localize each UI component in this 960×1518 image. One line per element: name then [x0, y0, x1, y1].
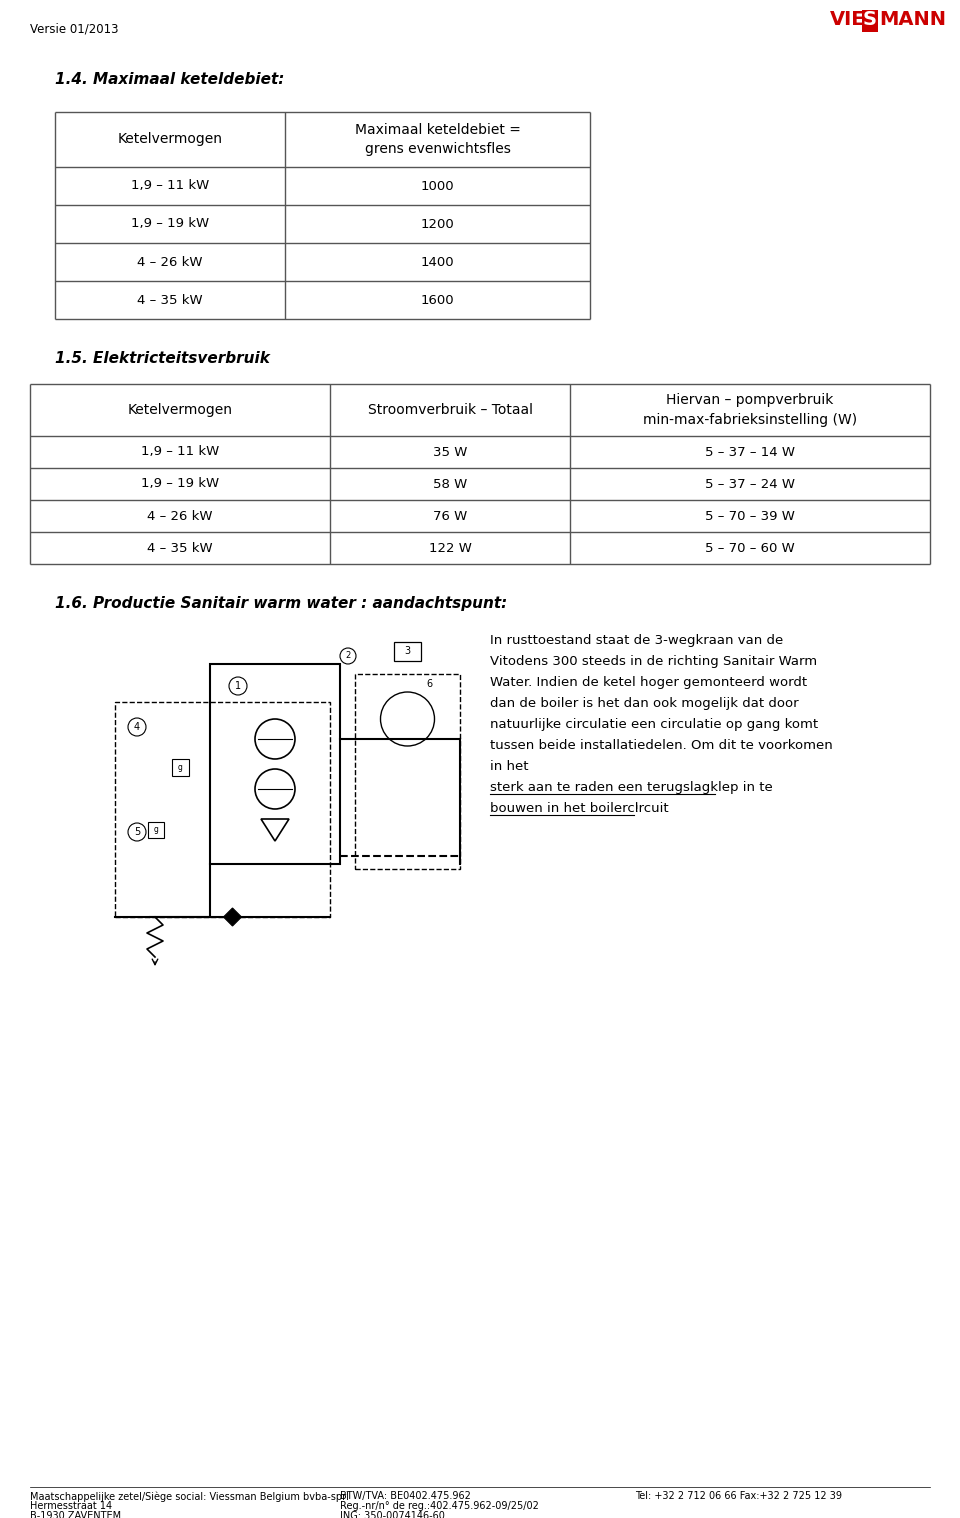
Text: 5 – 37 – 24 W: 5 – 37 – 24 W [705, 478, 795, 490]
Text: MANN: MANN [879, 11, 946, 29]
Text: Water. Indien de ketel hoger gemonteerd wordt: Water. Indien de ketel hoger gemonteerd … [490, 676, 807, 689]
Text: Hermesstraat 14: Hermesstraat 14 [30, 1501, 112, 1510]
Text: 5 – 70 – 60 W: 5 – 70 – 60 W [706, 542, 795, 554]
Text: 5 – 70 – 39 W: 5 – 70 – 39 W [705, 510, 795, 522]
Text: Ketelvermogen: Ketelvermogen [117, 132, 223, 147]
Text: 6: 6 [426, 679, 433, 689]
Text: 35 W: 35 W [433, 445, 468, 458]
Text: bouwen in het boilercircuit: bouwen in het boilercircuit [490, 802, 668, 815]
Text: 4 – 26 kW: 4 – 26 kW [147, 510, 213, 522]
Text: 1400: 1400 [420, 255, 454, 269]
Text: sterk aan te raden een terugslagklep in te: sterk aan te raden een terugslagklep in … [490, 780, 773, 794]
Text: 3: 3 [404, 647, 410, 656]
Text: dan de boiler is het dan ook mogelijk dat door: dan de boiler is het dan ook mogelijk da… [490, 697, 799, 710]
Text: 4 – 35 kW: 4 – 35 kW [137, 293, 203, 307]
Text: 1000: 1000 [420, 179, 454, 193]
Text: VIE: VIE [830, 11, 866, 29]
Text: 122 W: 122 W [428, 542, 471, 554]
Bar [862, 11, 878, 32]
Text: 58 W: 58 W [433, 478, 468, 490]
Text: In rusttoestand staat de 3-wegkraan van de: In rusttoestand staat de 3-wegkraan van … [490, 635, 783, 647]
Text: 5: 5 [133, 827, 140, 836]
Text: 4: 4 [134, 723, 140, 732]
Text: 1200: 1200 [420, 217, 454, 231]
Text: Maatschappelijke zetel/Siège social: Viessman Belgium bvba-sprl: Maatschappelijke zetel/Siège social: Vie… [30, 1491, 348, 1501]
Text: 1.4. Maximaal keteldebiet:: 1.4. Maximaal keteldebiet: [55, 71, 284, 87]
Polygon shape [224, 908, 242, 926]
Text: ING: 350-0074146-60: ING: 350-0074146-60 [340, 1510, 444, 1518]
Text: 1,9 – 19 kW: 1,9 – 19 kW [131, 217, 209, 231]
Text: 1: 1 [235, 682, 241, 691]
Text: 76 W: 76 W [433, 510, 468, 522]
Text: Maximaal keteldebiet =
grens evenwichtsfles: Maximaal keteldebiet = grens evenwichtsf… [354, 123, 520, 156]
Text: 4 – 26 kW: 4 – 26 kW [137, 255, 203, 269]
Text: 1,9 – 11 kW: 1,9 – 11 kW [141, 445, 219, 458]
Text: B-1930 ZAVENTEM: B-1930 ZAVENTEM [30, 1510, 121, 1518]
Text: 1600: 1600 [420, 293, 454, 307]
Text: g: g [154, 826, 158, 835]
Text: Vitodens 300 steeds in de richting Sanitair Warm: Vitodens 300 steeds in de richting Sanit… [490, 654, 817, 668]
Text: Tel: +32 2 712 06 66 Fax:+32 2 725 12 39: Tel: +32 2 712 06 66 Fax:+32 2 725 12 39 [635, 1491, 842, 1501]
Text: tussen beide installatiedelen. Om dit te voorkomen: tussen beide installatiedelen. Om dit te… [490, 739, 832, 751]
Text: Ketelvermogen: Ketelvermogen [128, 402, 232, 417]
Text: 1,9 – 19 kW: 1,9 – 19 kW [141, 478, 219, 490]
Text: 5 – 37 – 14 W: 5 – 37 – 14 W [705, 445, 795, 458]
Text: 2: 2 [346, 651, 350, 660]
Text: Stroomverbruik – Totaal: Stroomverbruik – Totaal [368, 402, 533, 417]
Text: natuurlijke circulatie een circulatie op gang komt: natuurlijke circulatie een circulatie op… [490, 718, 818, 732]
Bar [172, 759, 189, 776]
Text: 1.5. Elektricteitsverbruik: 1.5. Elektricteitsverbruik [55, 351, 270, 366]
Text: S: S [863, 11, 877, 29]
Text: 1.6. Productie Sanitair warm water : aandachtspunt:: 1.6. Productie Sanitair warm water : aan… [55, 597, 507, 612]
Bar [210, 663, 340, 864]
Bar [148, 823, 164, 838]
Bar [355, 674, 460, 868]
Text: !: ! [635, 802, 639, 815]
Text: 4 – 35 kW: 4 – 35 kW [147, 542, 213, 554]
Bar [394, 642, 420, 660]
Text: Reg.-nr/n° de reg.:402.475.962-09/25/02: Reg.-nr/n° de reg.:402.475.962-09/25/02 [340, 1501, 539, 1510]
Text: g: g [178, 764, 183, 773]
Text: BTW/TVA: BE0402.475.962: BTW/TVA: BE0402.475.962 [340, 1491, 470, 1501]
Text: in het: in het [490, 761, 533, 773]
Bar [115, 701, 330, 917]
Text: Hiervan – pompverbruik
min-max-fabrieksinstelling (W): Hiervan – pompverbruik min-max-fabrieksi… [643, 393, 857, 427]
Text: 1,9 – 11 kW: 1,9 – 11 kW [131, 179, 209, 193]
Text: Versie 01/2013: Versie 01/2013 [30, 21, 118, 35]
